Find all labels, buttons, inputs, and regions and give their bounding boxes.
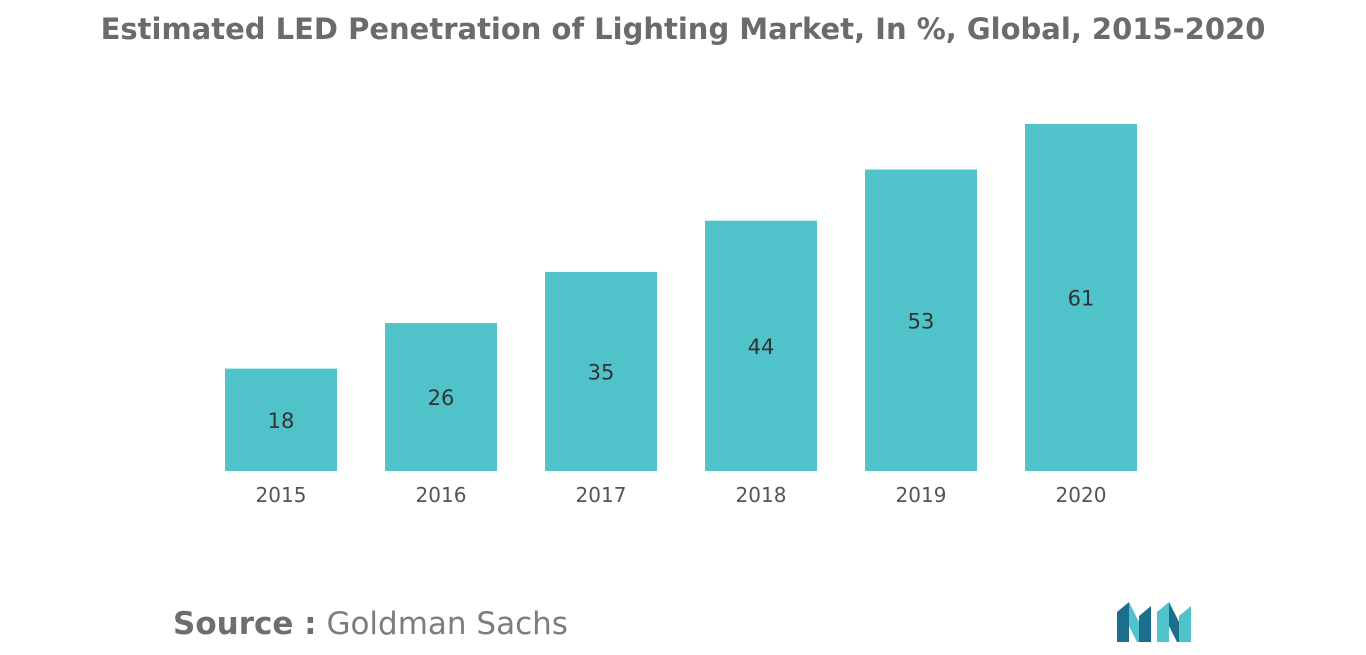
data-label-2015: 18 <box>268 409 295 433</box>
bar-chart: 18 2015 26 2016 35 2017 44 2018 53 2019 61 2020 <box>225 124 1137 507</box>
source-note: Source : Goldman Sachs <box>173 606 568 642</box>
data-label-2018: 44 <box>748 335 775 359</box>
x-tick-label-2015: 2015 <box>256 483 307 507</box>
x-tick-label-2020: 2020 <box>1056 483 1107 507</box>
chart-title: Estimated LED Penetration of Lighting Ma… <box>100 12 1266 46</box>
x-tick-label-2017: 2017 <box>576 483 627 507</box>
mordor-intelligence-logo-icon <box>1117 602 1191 642</box>
x-tick-label-2016: 2016 <box>416 483 467 507</box>
bar-2016 <box>385 323 497 471</box>
source-value: Goldman Sachs <box>326 606 568 642</box>
data-label-2019: 53 <box>908 309 935 333</box>
bar-2015 <box>225 368 337 471</box>
source-label: Source : <box>173 606 317 642</box>
data-label-2016: 26 <box>428 386 455 410</box>
x-tick-label-2019: 2019 <box>896 483 947 507</box>
bar-2018 <box>705 220 817 471</box>
data-label-2017: 35 <box>588 360 615 384</box>
bar-2019 <box>865 169 977 472</box>
bar-2020 <box>1025 124 1137 471</box>
x-tick-label-2018: 2018 <box>736 483 787 507</box>
data-label-2020: 61 <box>1068 287 1095 311</box>
bar-2017 <box>545 271 657 471</box>
